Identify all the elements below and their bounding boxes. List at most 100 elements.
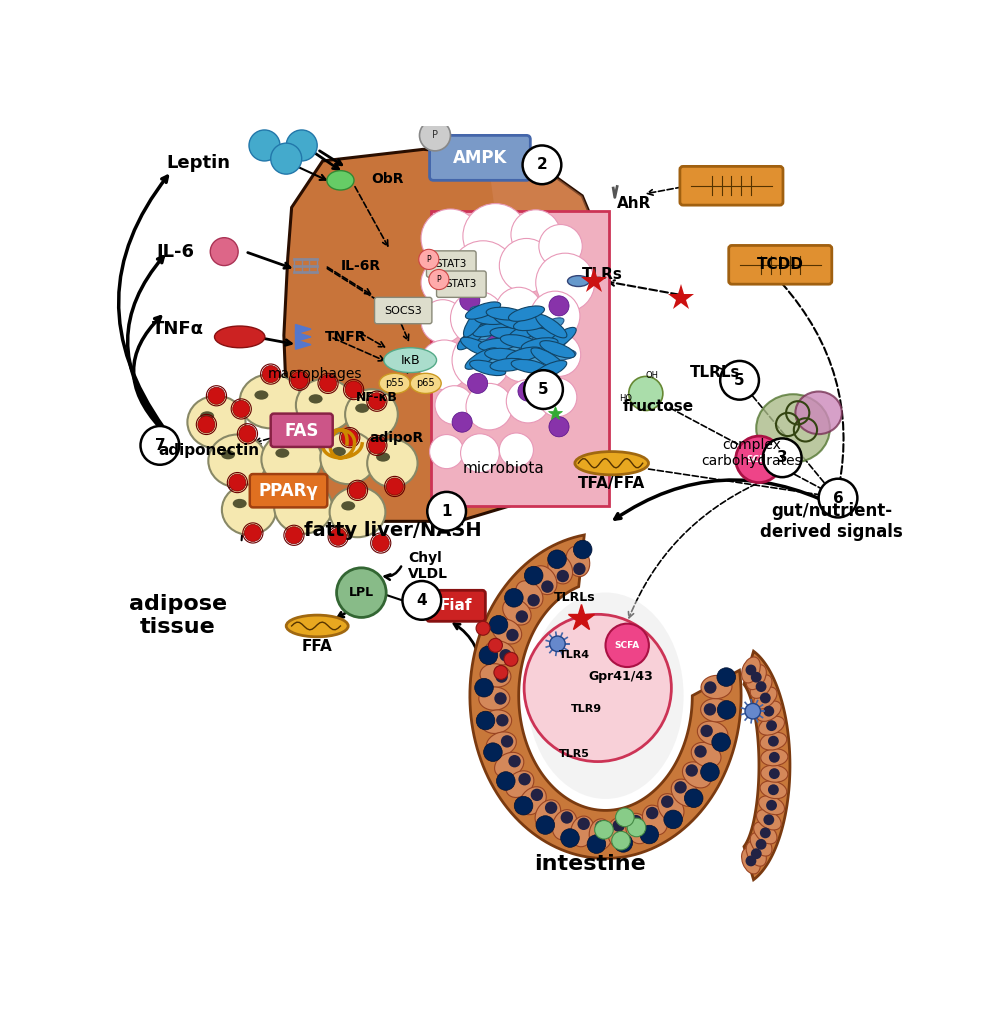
Circle shape [368, 393, 385, 410]
Circle shape [766, 720, 777, 731]
Ellipse shape [488, 639, 502, 652]
Ellipse shape [608, 818, 631, 849]
Circle shape [524, 370, 563, 409]
Circle shape [495, 670, 508, 682]
Circle shape [452, 331, 511, 390]
FancyBboxPatch shape [430, 135, 530, 180]
Ellipse shape [701, 675, 732, 699]
Ellipse shape [261, 432, 322, 486]
Ellipse shape [254, 391, 268, 400]
Text: SCFA: SCFA [746, 455, 772, 464]
Polygon shape [296, 340, 311, 349]
Ellipse shape [746, 665, 766, 690]
Circle shape [561, 829, 579, 847]
Circle shape [674, 781, 687, 793]
Ellipse shape [511, 359, 548, 373]
Circle shape [429, 270, 449, 290]
Text: TLRLs: TLRLs [554, 591, 595, 604]
Ellipse shape [589, 819, 612, 850]
Text: TLRs: TLRs [582, 267, 623, 283]
Ellipse shape [531, 348, 564, 369]
Circle shape [484, 742, 502, 762]
Circle shape [751, 672, 762, 682]
Circle shape [701, 763, 719, 781]
Circle shape [573, 540, 592, 559]
Circle shape [420, 120, 450, 151]
Ellipse shape [760, 781, 787, 798]
Ellipse shape [506, 771, 534, 797]
Text: 2: 2 [537, 158, 547, 172]
FancyBboxPatch shape [680, 167, 783, 205]
Circle shape [461, 434, 499, 473]
Circle shape [766, 799, 777, 811]
Ellipse shape [519, 344, 549, 355]
Ellipse shape [750, 675, 772, 699]
Circle shape [606, 623, 649, 667]
Text: P: P [432, 130, 438, 140]
Ellipse shape [545, 349, 576, 360]
Ellipse shape [642, 805, 667, 835]
Ellipse shape [240, 374, 302, 428]
Circle shape [536, 816, 555, 834]
Ellipse shape [527, 351, 557, 366]
Text: 5: 5 [734, 373, 745, 387]
Circle shape [494, 693, 507, 705]
Text: TLR5: TLR5 [559, 749, 590, 759]
Ellipse shape [515, 317, 545, 331]
Ellipse shape [215, 326, 265, 348]
Circle shape [208, 387, 225, 405]
Text: IL-6: IL-6 [156, 243, 194, 260]
Circle shape [463, 203, 528, 268]
Ellipse shape [470, 360, 506, 375]
Text: OH: OH [646, 371, 658, 380]
Text: 1: 1 [441, 503, 452, 519]
Ellipse shape [480, 664, 511, 687]
Circle shape [479, 646, 498, 664]
FancyBboxPatch shape [426, 251, 476, 278]
Text: macrophages: macrophages [268, 367, 362, 381]
Circle shape [720, 361, 759, 400]
Circle shape [210, 238, 238, 265]
Circle shape [704, 703, 716, 716]
Ellipse shape [494, 332, 523, 347]
Circle shape [506, 379, 550, 423]
Ellipse shape [521, 338, 558, 352]
Circle shape [630, 815, 642, 827]
Circle shape [435, 385, 474, 424]
Circle shape [573, 562, 586, 575]
Ellipse shape [516, 581, 543, 608]
Polygon shape [470, 535, 741, 858]
Ellipse shape [332, 446, 346, 457]
Ellipse shape [742, 848, 760, 874]
Circle shape [320, 375, 337, 392]
Text: fatty liver/NASH: fatty liver/NASH [304, 521, 481, 540]
Ellipse shape [754, 687, 777, 709]
Circle shape [538, 378, 577, 417]
Text: p65: p65 [416, 378, 435, 388]
Ellipse shape [330, 487, 385, 537]
Ellipse shape [691, 742, 721, 767]
Circle shape [450, 241, 516, 306]
Circle shape [419, 249, 439, 270]
Text: TLR4: TLR4 [559, 650, 590, 660]
Circle shape [819, 479, 857, 518]
Ellipse shape [286, 615, 348, 637]
Ellipse shape [575, 452, 649, 475]
Circle shape [345, 381, 362, 398]
Ellipse shape [500, 335, 537, 349]
Text: AMPK: AMPK [453, 148, 507, 167]
Ellipse shape [221, 451, 235, 460]
Text: LPL: LPL [349, 586, 374, 599]
Circle shape [516, 610, 528, 622]
Ellipse shape [742, 657, 760, 683]
Circle shape [539, 225, 582, 267]
Circle shape [549, 296, 569, 316]
Circle shape [536, 253, 595, 312]
Text: ObR: ObR [371, 172, 404, 186]
Text: 4: 4 [417, 593, 427, 608]
Ellipse shape [465, 348, 498, 369]
Ellipse shape [482, 354, 512, 367]
Circle shape [430, 434, 464, 469]
Ellipse shape [274, 481, 332, 534]
Ellipse shape [493, 313, 529, 330]
